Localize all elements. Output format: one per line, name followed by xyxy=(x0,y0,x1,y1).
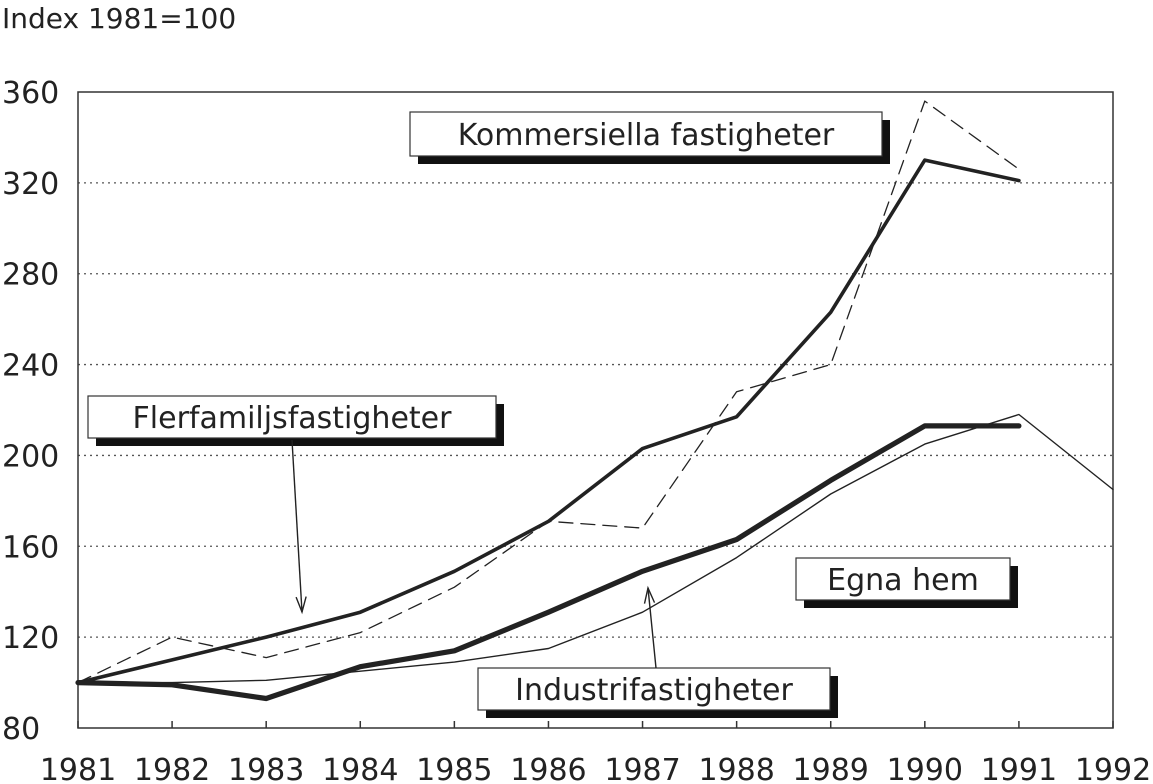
x-tick-label-1984: 1984 xyxy=(322,753,398,784)
y-axis-unit-label: Index 1981=100 xyxy=(2,2,236,35)
y-tick-label-240: 240 xyxy=(2,349,59,384)
x-tick-label-1985: 1985 xyxy=(416,753,492,784)
series-line-2 xyxy=(77,100,1020,684)
x-tick-label-1989: 1989 xyxy=(793,753,869,784)
x-tick-label-1988: 1988 xyxy=(698,753,774,784)
x-tick-label-1991: 1991 xyxy=(981,753,1057,784)
series-callouts: Kommersiella fastigheter Flerfamiljsfasti… xyxy=(87,111,1018,718)
series-label-4: Industrifastigheter xyxy=(515,673,793,708)
x-tick-label-1986: 1986 xyxy=(510,753,586,784)
y-tick-labels: 80 120 160 200 240 280 320 360 xyxy=(2,76,59,747)
y-tick-label-280: 280 xyxy=(2,258,59,293)
series-label-2: Flerfamiljsfastigheter xyxy=(133,401,453,436)
x-tick-label-1987: 1987 xyxy=(604,753,680,784)
callout-frame xyxy=(795,557,1011,601)
gridlines xyxy=(78,182,1113,638)
callout-box-1: Kommersiella fastigheter xyxy=(409,111,890,164)
y-tick-label-200: 200 xyxy=(2,439,59,474)
x-tick-label-1992: 1992 xyxy=(1075,753,1151,784)
callout-box-2: Flerfamiljsfastigheter xyxy=(87,395,504,446)
y-tick-label-160: 160 xyxy=(2,530,59,565)
x-tick-label-1983: 1983 xyxy=(228,753,304,784)
callout-box-4: Industrifastigheter xyxy=(477,667,838,718)
industri-pointer-arrow xyxy=(643,585,657,669)
series-label-1: Kommersiella fastigheter xyxy=(458,118,835,153)
callout-frame xyxy=(87,395,497,439)
y-tick-label-320: 320 xyxy=(2,167,59,202)
callout-frame xyxy=(409,111,883,157)
plot-frame xyxy=(77,91,1114,729)
x-tick-label-1981: 1981 xyxy=(40,753,116,784)
callout-box-3: Egna hem xyxy=(795,557,1018,608)
x-tick-labels: 1981 1982 1983 1984 1985 1986 1987 1988 1989 1990… xyxy=(40,721,1151,784)
series-lines xyxy=(75,100,1114,702)
x-tick-label-1982: 1982 xyxy=(134,753,210,784)
flerfamilj-pointer-arrow xyxy=(291,439,307,615)
y-tick-label-80: 80 xyxy=(2,712,40,747)
callout-frame xyxy=(477,667,831,711)
x-tick-label-1990: 1990 xyxy=(887,753,963,784)
series-label-3: Egna hem xyxy=(827,563,979,598)
series-line-4 xyxy=(77,413,1114,684)
y-tick-label-360: 360 xyxy=(2,76,59,111)
y-tick-label-120: 120 xyxy=(2,621,59,656)
series-line-3 xyxy=(75,423,1022,702)
